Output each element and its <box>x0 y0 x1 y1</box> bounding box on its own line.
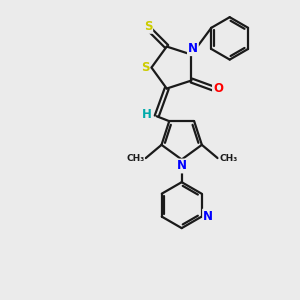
Text: S: S <box>141 61 149 74</box>
Text: N: N <box>177 160 187 172</box>
Text: CH₃: CH₃ <box>126 154 144 163</box>
Text: S: S <box>144 20 152 33</box>
Text: H: H <box>142 108 152 121</box>
Text: N: N <box>203 209 213 223</box>
Text: CH₃: CH₃ <box>219 154 237 163</box>
Text: N: N <box>188 42 198 55</box>
Text: O: O <box>213 82 223 95</box>
